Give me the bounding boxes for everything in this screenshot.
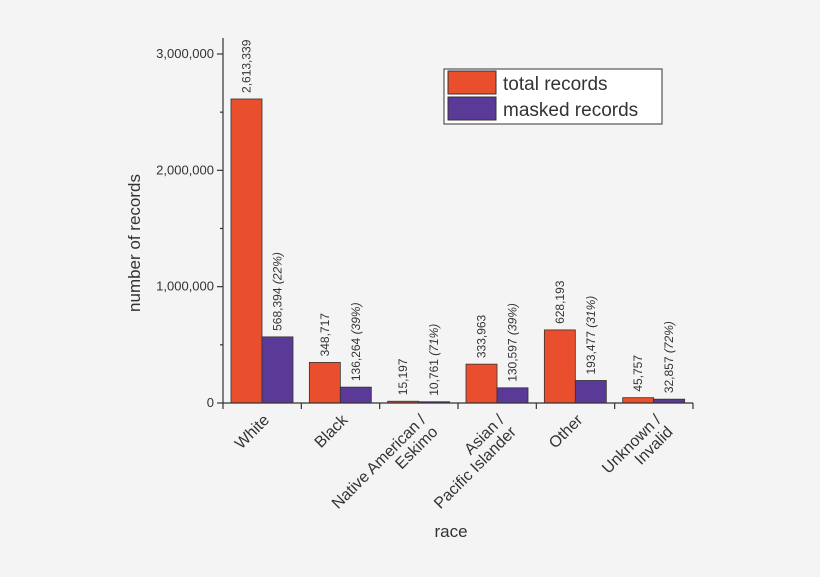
y-ticks: 0 1,000,000 2,000,000 3,000,000: [156, 46, 223, 410]
y-tick-label-2: 2,000,000: [156, 162, 214, 177]
data-label-total-records-1: 348,717: [318, 313, 332, 357]
legend-swatch-total-records: [447, 70, 497, 95]
data-label-total-records-5: 45,757: [631, 355, 645, 392]
legend-label-total-records: total records: [503, 74, 608, 95]
x-tick-label-1: Black: [312, 411, 352, 451]
data-label-total-records-2: 15,197: [396, 358, 410, 395]
bars-layer: [230, 98, 686, 404]
data-labels: 2,613,339 348,717 15,197 333,963 628,193 45,7…: [240, 39, 677, 395]
bar-total-records-4: [543, 329, 576, 404]
bar-total-records-0: [230, 98, 263, 404]
legend-swatch-masked-records: [447, 96, 497, 121]
x-axis-title: race: [434, 522, 467, 541]
data-label-masked-records-5: 32,857 (72%): [662, 321, 676, 393]
bar-masked-records-3: [496, 387, 529, 404]
data-label-masked-records-2: 10,761 (71%): [427, 324, 441, 396]
data-label-total-records-4: 628,193: [553, 280, 567, 324]
x-tick-label-5: Unknown /Invalid: [599, 411, 677, 489]
data-label-total-records-0: 2,613,339: [240, 39, 254, 93]
data-label-masked-records-3: 130,597 (39%): [506, 303, 520, 382]
legend: total records masked records: [443, 68, 663, 125]
data-label-masked-records-1: 136,264 (39%): [349, 302, 363, 381]
y-axis-title: number of records: [125, 174, 144, 312]
bar-total-records-3: [465, 363, 498, 404]
y-tick-label-1: 1,000,000: [156, 279, 214, 294]
bar-total-records-1: [308, 362, 341, 404]
x-tick-label-4: Other: [546, 411, 587, 452]
data-label-masked-records-4: 193,477 (31%): [584, 296, 598, 375]
y-tick-label-0: 0: [207, 395, 214, 410]
data-label-total-records-3: 333,963: [475, 314, 489, 358]
bar-masked-records-0: [261, 336, 294, 404]
x-tick-label-0: White: [232, 412, 273, 453]
bar-masked-records-1: [339, 386, 372, 404]
bar-masked-records-4: [574, 380, 607, 404]
data-label-masked-records-0: 568,394 (22%): [271, 252, 285, 331]
y-tick-label-3: 3,000,000: [156, 46, 214, 61]
x-tick-label-3: Asian /Pacific Islander: [419, 411, 520, 512]
legend-label-masked-records: masked records: [503, 100, 638, 121]
bar-total-records-5: [622, 397, 655, 404]
